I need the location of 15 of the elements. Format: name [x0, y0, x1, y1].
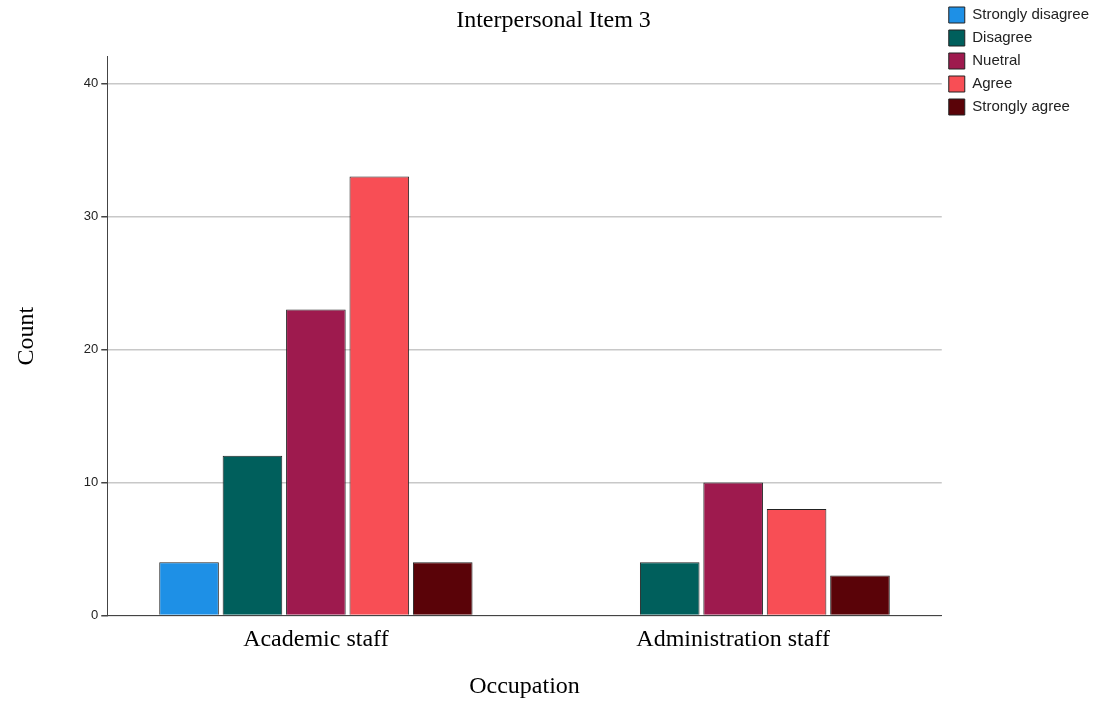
y-tick-label: 20 — [83, 340, 99, 356]
y-tick-label: 10 — [83, 473, 99, 489]
y-tick-label: 30 — [83, 207, 99, 223]
legend-label: Strongly disagree — [972, 5, 1089, 23]
legend-label: Nuetral — [972, 51, 1021, 69]
y-tick-label: 0 — [91, 606, 99, 622]
legend-label: Strongly agree — [972, 97, 1070, 115]
y-tick-label: 40 — [83, 74, 99, 90]
x-tick-label: Academic staff — [243, 625, 389, 652]
chart-title: Interpersonal Item 3 — [456, 5, 651, 32]
x-tick-label: Administration staff — [636, 625, 830, 652]
x-axis-title: Occupation — [469, 671, 580, 698]
y-axis-title: Count — [11, 306, 38, 366]
legend-label: Disagree — [972, 28, 1033, 46]
legend-label: Agree — [972, 74, 1013, 92]
